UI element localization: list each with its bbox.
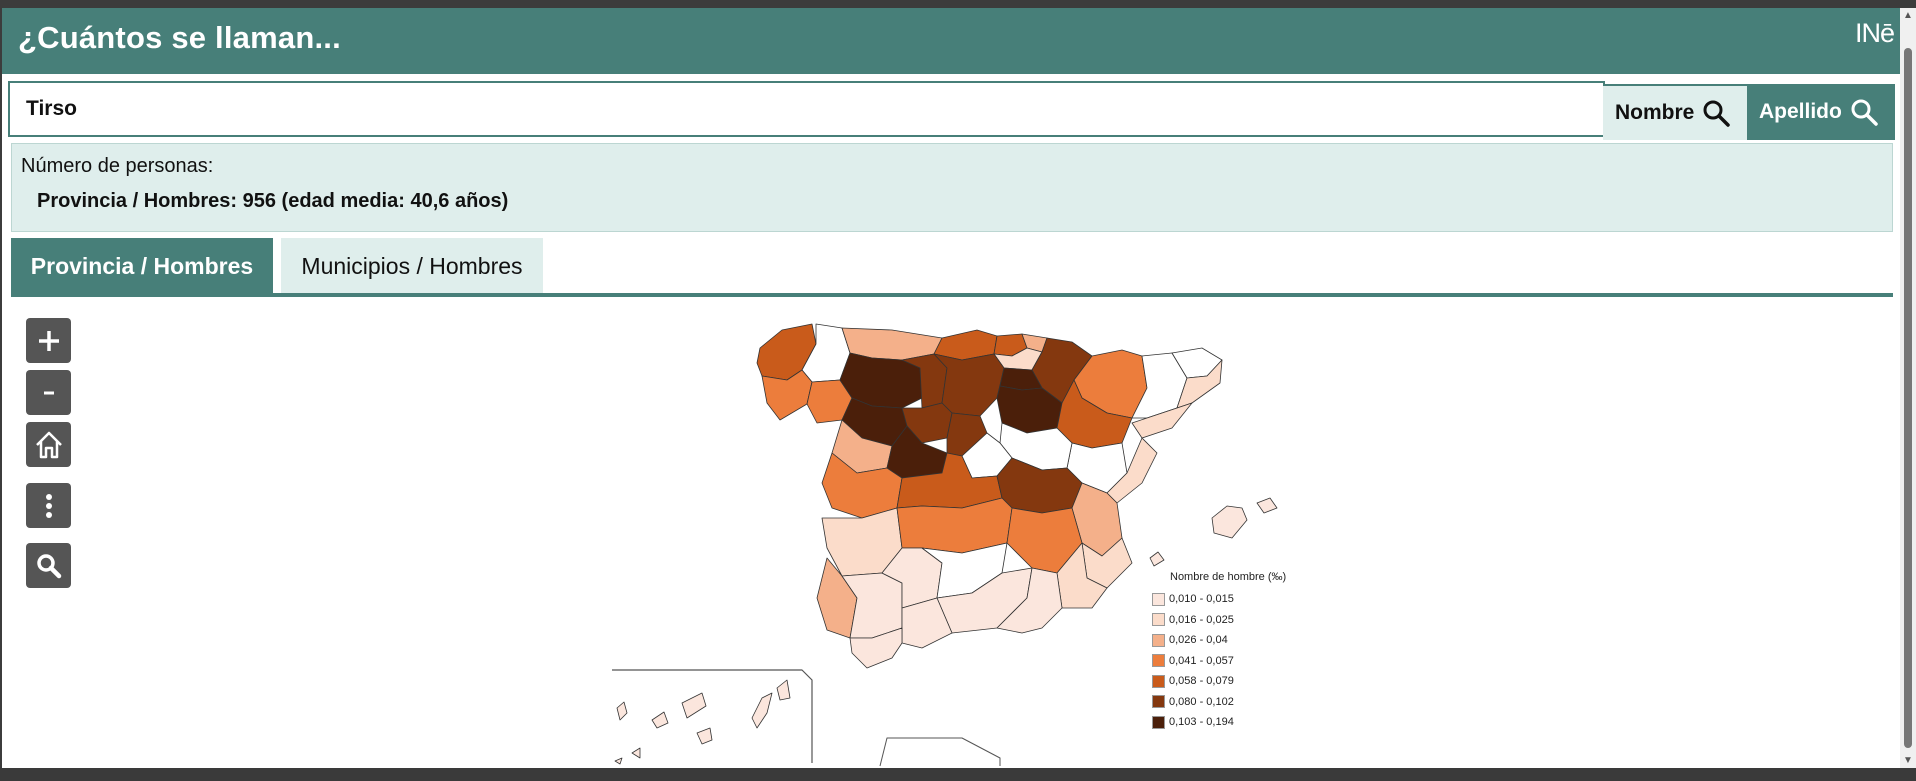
province-cadiz[interactable] xyxy=(849,627,903,669)
search-by-surname-label: Apellido xyxy=(1759,100,1842,123)
legend-items: 0,010 - 0,015 0,016 - 0,025 0,026 - 0,04 0,… xyxy=(1152,589,1286,733)
spain-province-map[interactable] xyxy=(602,308,1302,768)
legend-item: 0,058 - 0,079 xyxy=(1152,671,1286,692)
legend-label: 0,041 - 0,057 xyxy=(1169,654,1234,667)
province-canarias[interactable] xyxy=(614,679,791,765)
vertical-dots-icon xyxy=(45,493,52,518)
legend-swatch xyxy=(1152,715,1165,729)
legend-item: 0,041 - 0,057 xyxy=(1152,651,1286,672)
map-search-button[interactable] xyxy=(26,543,71,588)
app-window: ¿Cuántos se llaman... INē Nombre Apellid… xyxy=(2,8,1900,768)
ceuta-melilla-frame xyxy=(879,737,1001,767)
search-icon xyxy=(1851,99,1878,126)
province-almeria[interactable] xyxy=(996,567,1063,634)
scroll-down-icon[interactable]: ▼ xyxy=(1903,755,1913,766)
map-legend: Nombre de hombre (‰) 0,010 - 0,015 0,016 … xyxy=(1152,571,1286,733)
legend-swatch xyxy=(1152,633,1165,647)
search-by-name-label: Nombre xyxy=(1615,101,1695,124)
scrollbar-thumb[interactable] xyxy=(1904,48,1912,748)
province-tarragona[interactable] xyxy=(1131,402,1193,439)
legend-title: Nombre de hombre (‰) xyxy=(1170,571,1287,583)
legend-swatch xyxy=(1152,654,1165,668)
plus-icon xyxy=(38,330,59,351)
province-baleares[interactable] xyxy=(1149,497,1278,567)
legend-item: 0,026 - 0,04 xyxy=(1152,630,1286,651)
legend-swatch xyxy=(1152,592,1165,606)
search-by-surname-button[interactable]: Apellido xyxy=(1747,84,1895,140)
legend-swatch xyxy=(1152,613,1165,627)
province-burgos[interactable] xyxy=(933,353,1005,417)
legend-swatch xyxy=(1152,674,1165,688)
zoom-in-button[interactable] xyxy=(26,318,71,363)
legend-item: 0,016 - 0,025 xyxy=(1152,610,1286,631)
result-label: Número de personas: xyxy=(21,155,214,177)
scroll-up-icon[interactable]: ▲ xyxy=(1903,10,1913,21)
result-panel: Número de personas: Provincia / Hombres:… xyxy=(11,143,1893,232)
legend-item: 0,010 - 0,015 xyxy=(1152,589,1286,610)
result-value: Provincia / Hombres: 956 (edad media: 40… xyxy=(37,190,509,212)
minus-icon xyxy=(43,391,54,394)
canary-inset-frame xyxy=(612,669,813,763)
more-options-button[interactable] xyxy=(26,483,71,528)
tab-municipios-hombres[interactable]: Municipios / Hombres xyxy=(281,238,543,294)
legend-label: 0,080 - 0,102 xyxy=(1169,695,1234,708)
legend-label: 0,010 - 0,015 xyxy=(1169,593,1234,606)
legend-label: 0,016 - 0,025 xyxy=(1169,613,1234,626)
search-by-name-button[interactable]: Nombre xyxy=(1603,84,1747,140)
bottom-bar xyxy=(0,768,1916,781)
zoom-out-button[interactable] xyxy=(26,370,71,415)
tab-underline xyxy=(11,293,1893,297)
search-icon xyxy=(1703,100,1731,127)
vertical-scrollbar[interactable]: ▲ ▼ xyxy=(1900,8,1916,768)
app-header: ¿Cuántos se llaman... INē xyxy=(2,8,1900,74)
home-icon xyxy=(35,431,62,458)
name-search-input[interactable] xyxy=(8,81,1605,137)
legend-label: 0,026 - 0,04 xyxy=(1169,634,1228,647)
tab-provincia-hombres[interactable]: Provincia / Hombres xyxy=(11,238,273,294)
legend-swatch xyxy=(1152,695,1165,709)
home-button[interactable] xyxy=(26,422,71,467)
legend-item: 0,080 - 0,102 xyxy=(1152,692,1286,713)
province-leon[interactable] xyxy=(839,352,923,409)
legend-label: 0,058 - 0,079 xyxy=(1169,675,1234,688)
ine-logo[interactable]: INē xyxy=(1854,18,1895,48)
search-icon xyxy=(36,553,61,578)
legend-label: 0,103 - 0,194 xyxy=(1169,716,1234,729)
legend-item: 0,103 - 0,194 xyxy=(1152,712,1286,733)
app-title: ¿Cuántos se llaman... xyxy=(18,20,341,55)
